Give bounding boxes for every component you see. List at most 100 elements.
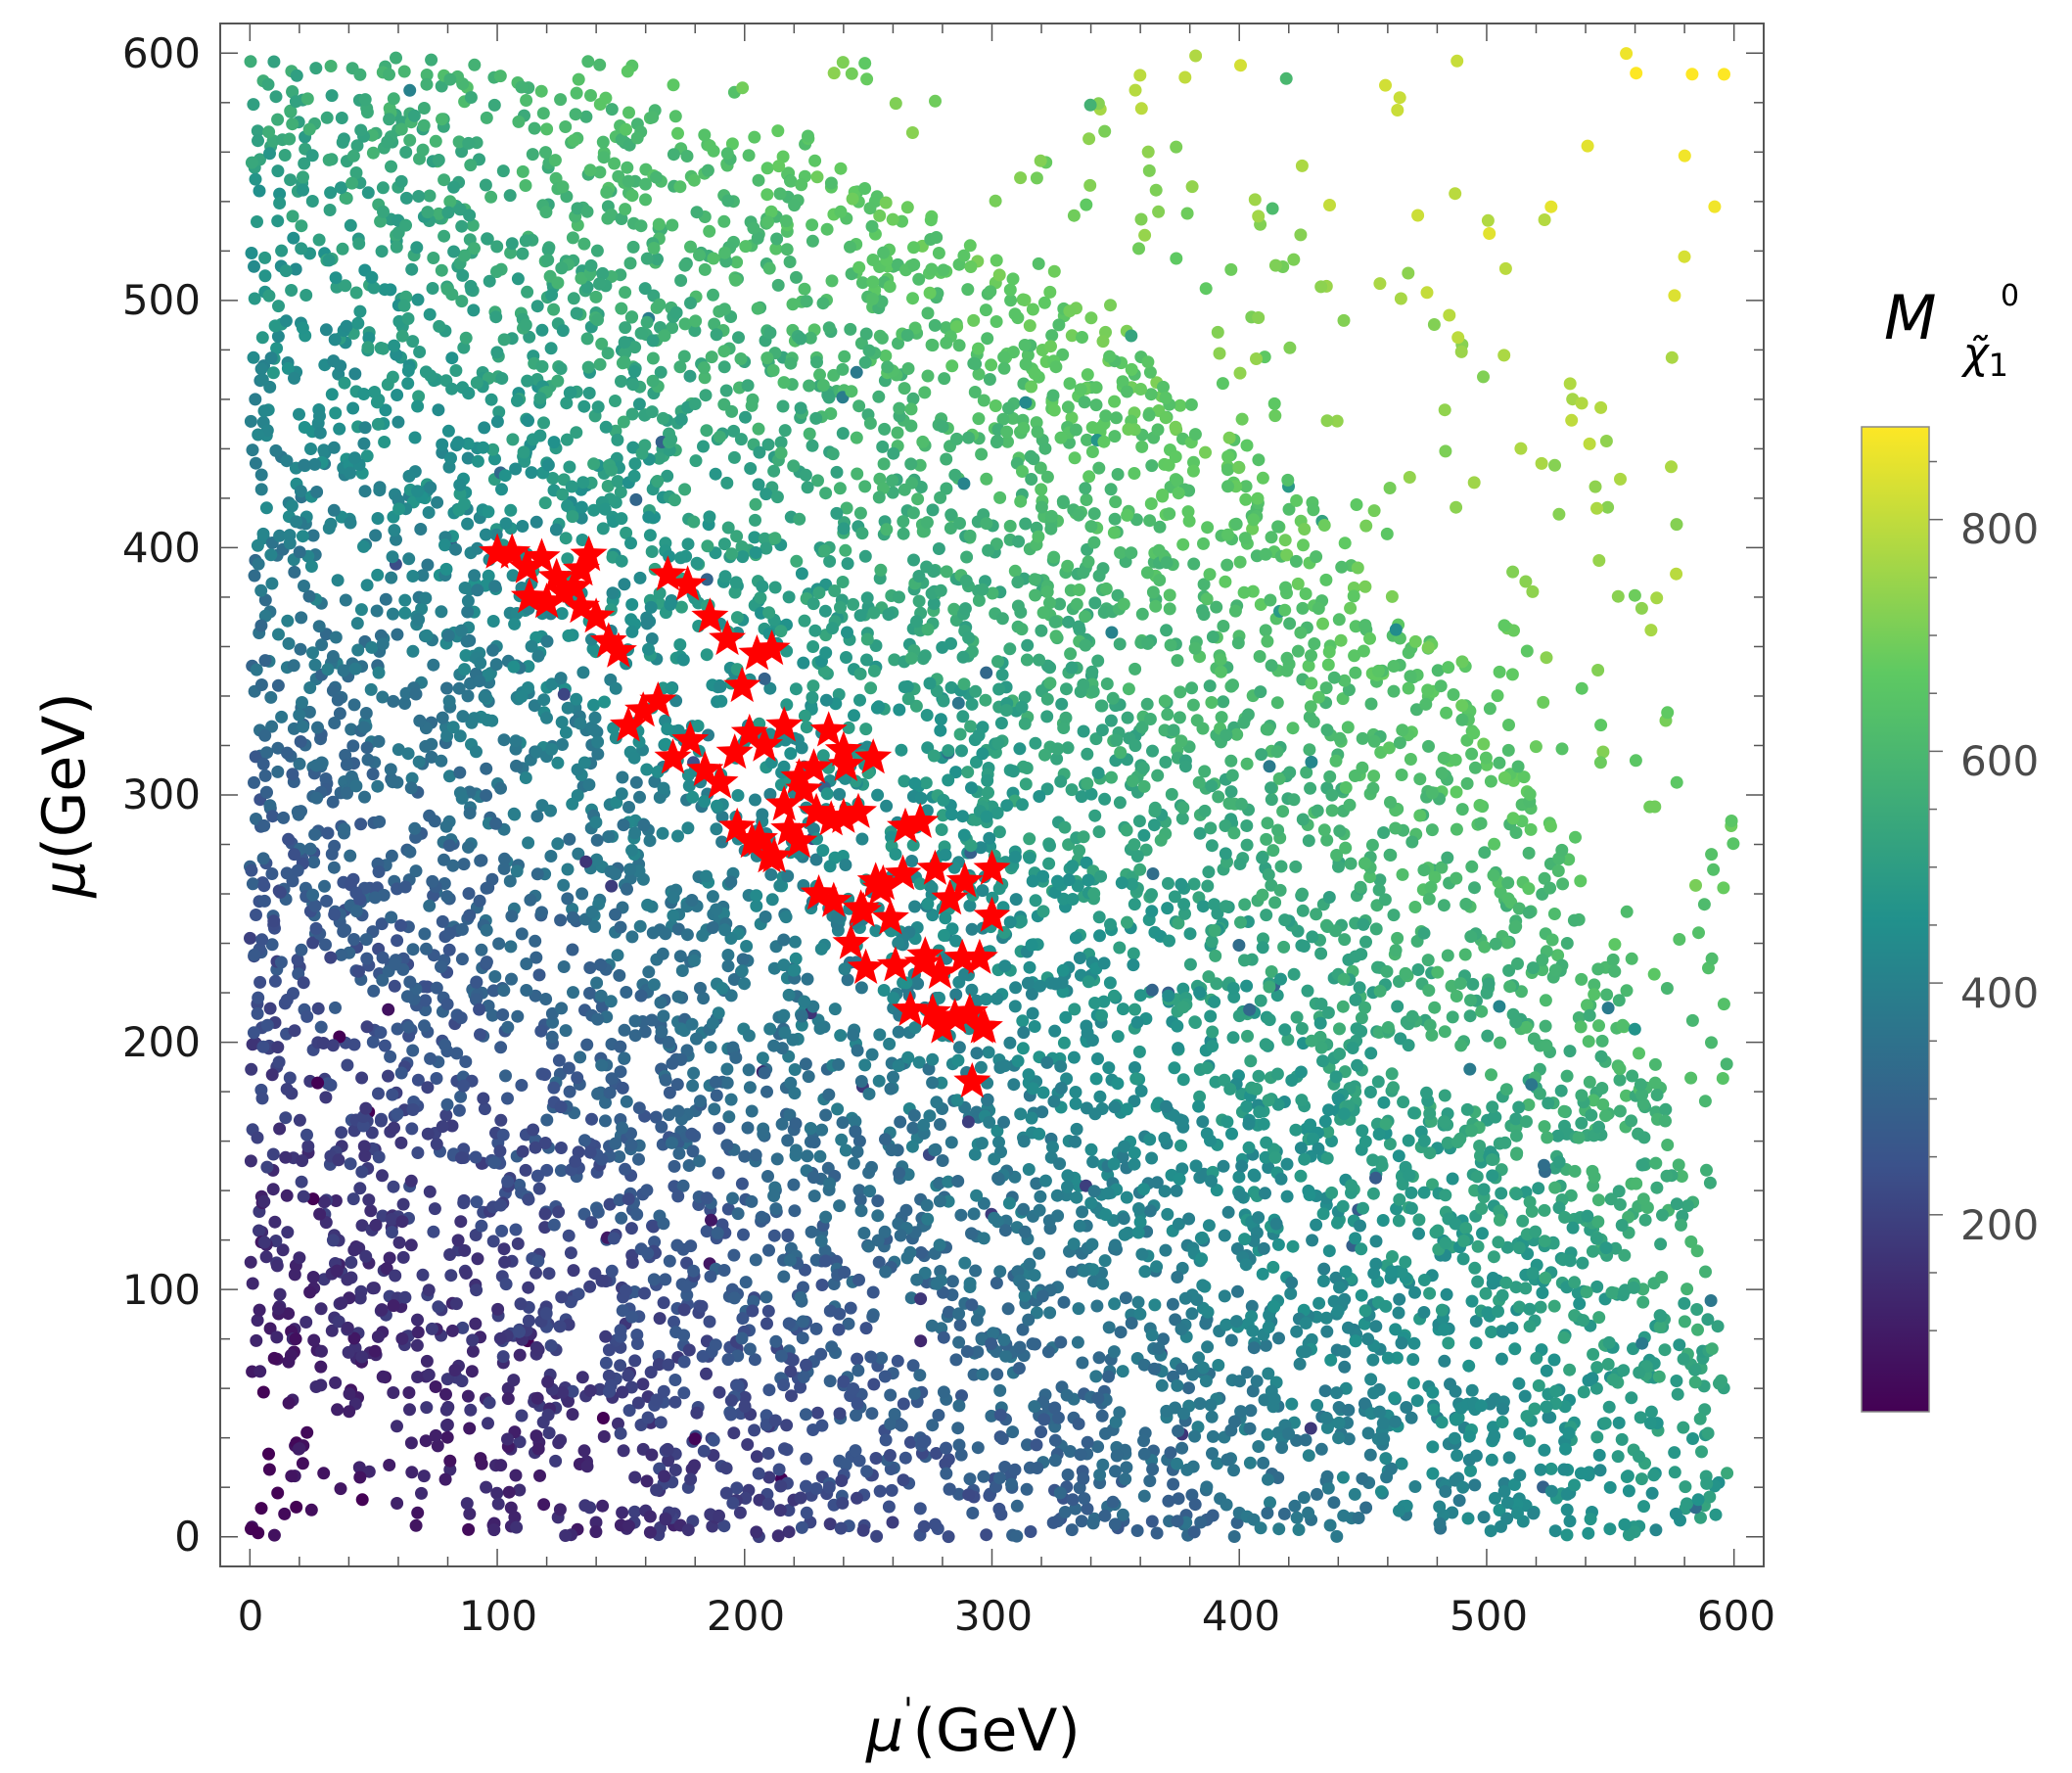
scatter-point: [1513, 1426, 1527, 1440]
scatter-point: [381, 135, 394, 149]
scatter-point: [1289, 554, 1303, 568]
scatter-point: [1323, 199, 1336, 211]
scatter-point: [245, 1062, 258, 1076]
scatter-point: [813, 1149, 827, 1163]
scatter-point: [972, 593, 986, 607]
scatter-point: [730, 256, 744, 269]
scatter-point: [468, 58, 482, 71]
scatter-point: [734, 433, 748, 446]
scatter-point: [1108, 395, 1122, 408]
scatter-point: [1190, 714, 1204, 727]
scatter-point: [1088, 809, 1102, 822]
scatter-point: [275, 244, 289, 257]
scatter-point: [1188, 1498, 1202, 1512]
scatter-point: [851, 1397, 864, 1411]
scatter-point: [1387, 660, 1401, 673]
scatter-point: [988, 1211, 1001, 1225]
scatter-point: [344, 849, 357, 863]
scatter-point: [335, 181, 347, 195]
scatter-point: [750, 899, 763, 912]
scatter-point: [752, 173, 765, 187]
scatter-point: [923, 286, 937, 300]
scatter-point: [355, 1493, 369, 1507]
scatter-point: [1402, 681, 1415, 695]
scatter-point: [1113, 637, 1127, 651]
scatter-point: [542, 1267, 556, 1281]
scatter-point: [441, 629, 455, 642]
scatter-point: [1252, 210, 1266, 223]
scatter-point: [663, 1254, 676, 1268]
scatter-point: [862, 1087, 876, 1100]
scatter-point: [1030, 171, 1043, 185]
scatter-point: [591, 1205, 605, 1219]
scatter-point: [1081, 368, 1094, 382]
scatter-point: [329, 406, 343, 420]
scatter-point: [1644, 1405, 1658, 1419]
scatter-point: [364, 1204, 378, 1218]
scatter-point: [413, 346, 427, 358]
scatter-point: [445, 382, 459, 396]
scatter-point: [1522, 882, 1536, 896]
scatter-point: [1467, 476, 1481, 490]
scatter-point: [530, 300, 544, 313]
scatter-point: [1324, 1353, 1338, 1367]
scatter-point: [1266, 844, 1280, 858]
scatter-point: [833, 1407, 847, 1421]
scatter-point: [1498, 1136, 1512, 1149]
scatter-point: [1438, 1089, 1451, 1102]
scatter-point: [416, 143, 430, 157]
scatter-point: [1720, 1057, 1733, 1071]
scatter-point: [286, 210, 299, 223]
scatter-point: [956, 650, 970, 664]
scatter-point: [1180, 1463, 1194, 1476]
scatter-point: [919, 776, 933, 790]
scatter-point: [551, 837, 565, 851]
scatter-point: [1592, 554, 1606, 567]
scatter-point: [1481, 1029, 1495, 1043]
scatter-point: [381, 378, 394, 392]
scatter-point: [373, 815, 387, 828]
scatter-point: [644, 600, 658, 614]
scatter-point: [1260, 909, 1273, 922]
scatter-point: [671, 126, 684, 140]
scatter-point: [430, 1138, 443, 1151]
scatter-point: [1547, 908, 1561, 920]
scatter-point: [1613, 1073, 1627, 1087]
scatter-point: [1402, 646, 1415, 660]
scatter-point: [1286, 1239, 1300, 1253]
scatter-point: [836, 56, 850, 70]
scatter-point: [390, 240, 403, 254]
scatter-point: [538, 1207, 552, 1221]
scatter-point: [991, 655, 1004, 669]
scatter-point: [662, 1036, 675, 1049]
scatter-point: [850, 431, 863, 444]
scatter-point: [339, 593, 352, 607]
scatter-point: [522, 1281, 535, 1294]
scatter-point: [923, 677, 937, 690]
scatter-point: [1567, 913, 1581, 927]
scatter-point: [1636, 1295, 1650, 1309]
scatter-point: [1349, 620, 1362, 633]
scatter-point: [1204, 1009, 1218, 1023]
scatter-point: [961, 766, 975, 779]
scatter-point: [522, 1192, 535, 1206]
scatter-point: [1089, 1370, 1103, 1383]
scatter-point: [954, 1448, 968, 1462]
scatter-point: [386, 1226, 398, 1238]
scatter-point: [1133, 989, 1147, 1003]
scatter-point: [273, 187, 287, 201]
scatter-point: [945, 359, 959, 373]
scatter-point: [1202, 865, 1216, 879]
scatter-point: [648, 774, 662, 788]
scatter-point: [717, 214, 731, 228]
scatter-point: [1339, 1381, 1353, 1395]
scatter-point: [1317, 1262, 1331, 1276]
scatter-point: [813, 368, 826, 382]
scatter-point: [779, 910, 793, 924]
scatter-point: [643, 529, 657, 542]
scatter-point: [764, 205, 778, 218]
scatter-point: [245, 863, 258, 877]
scatter-point: [253, 1303, 266, 1317]
scatter-point: [1116, 1508, 1129, 1521]
scatter-point: [1557, 1330, 1571, 1344]
